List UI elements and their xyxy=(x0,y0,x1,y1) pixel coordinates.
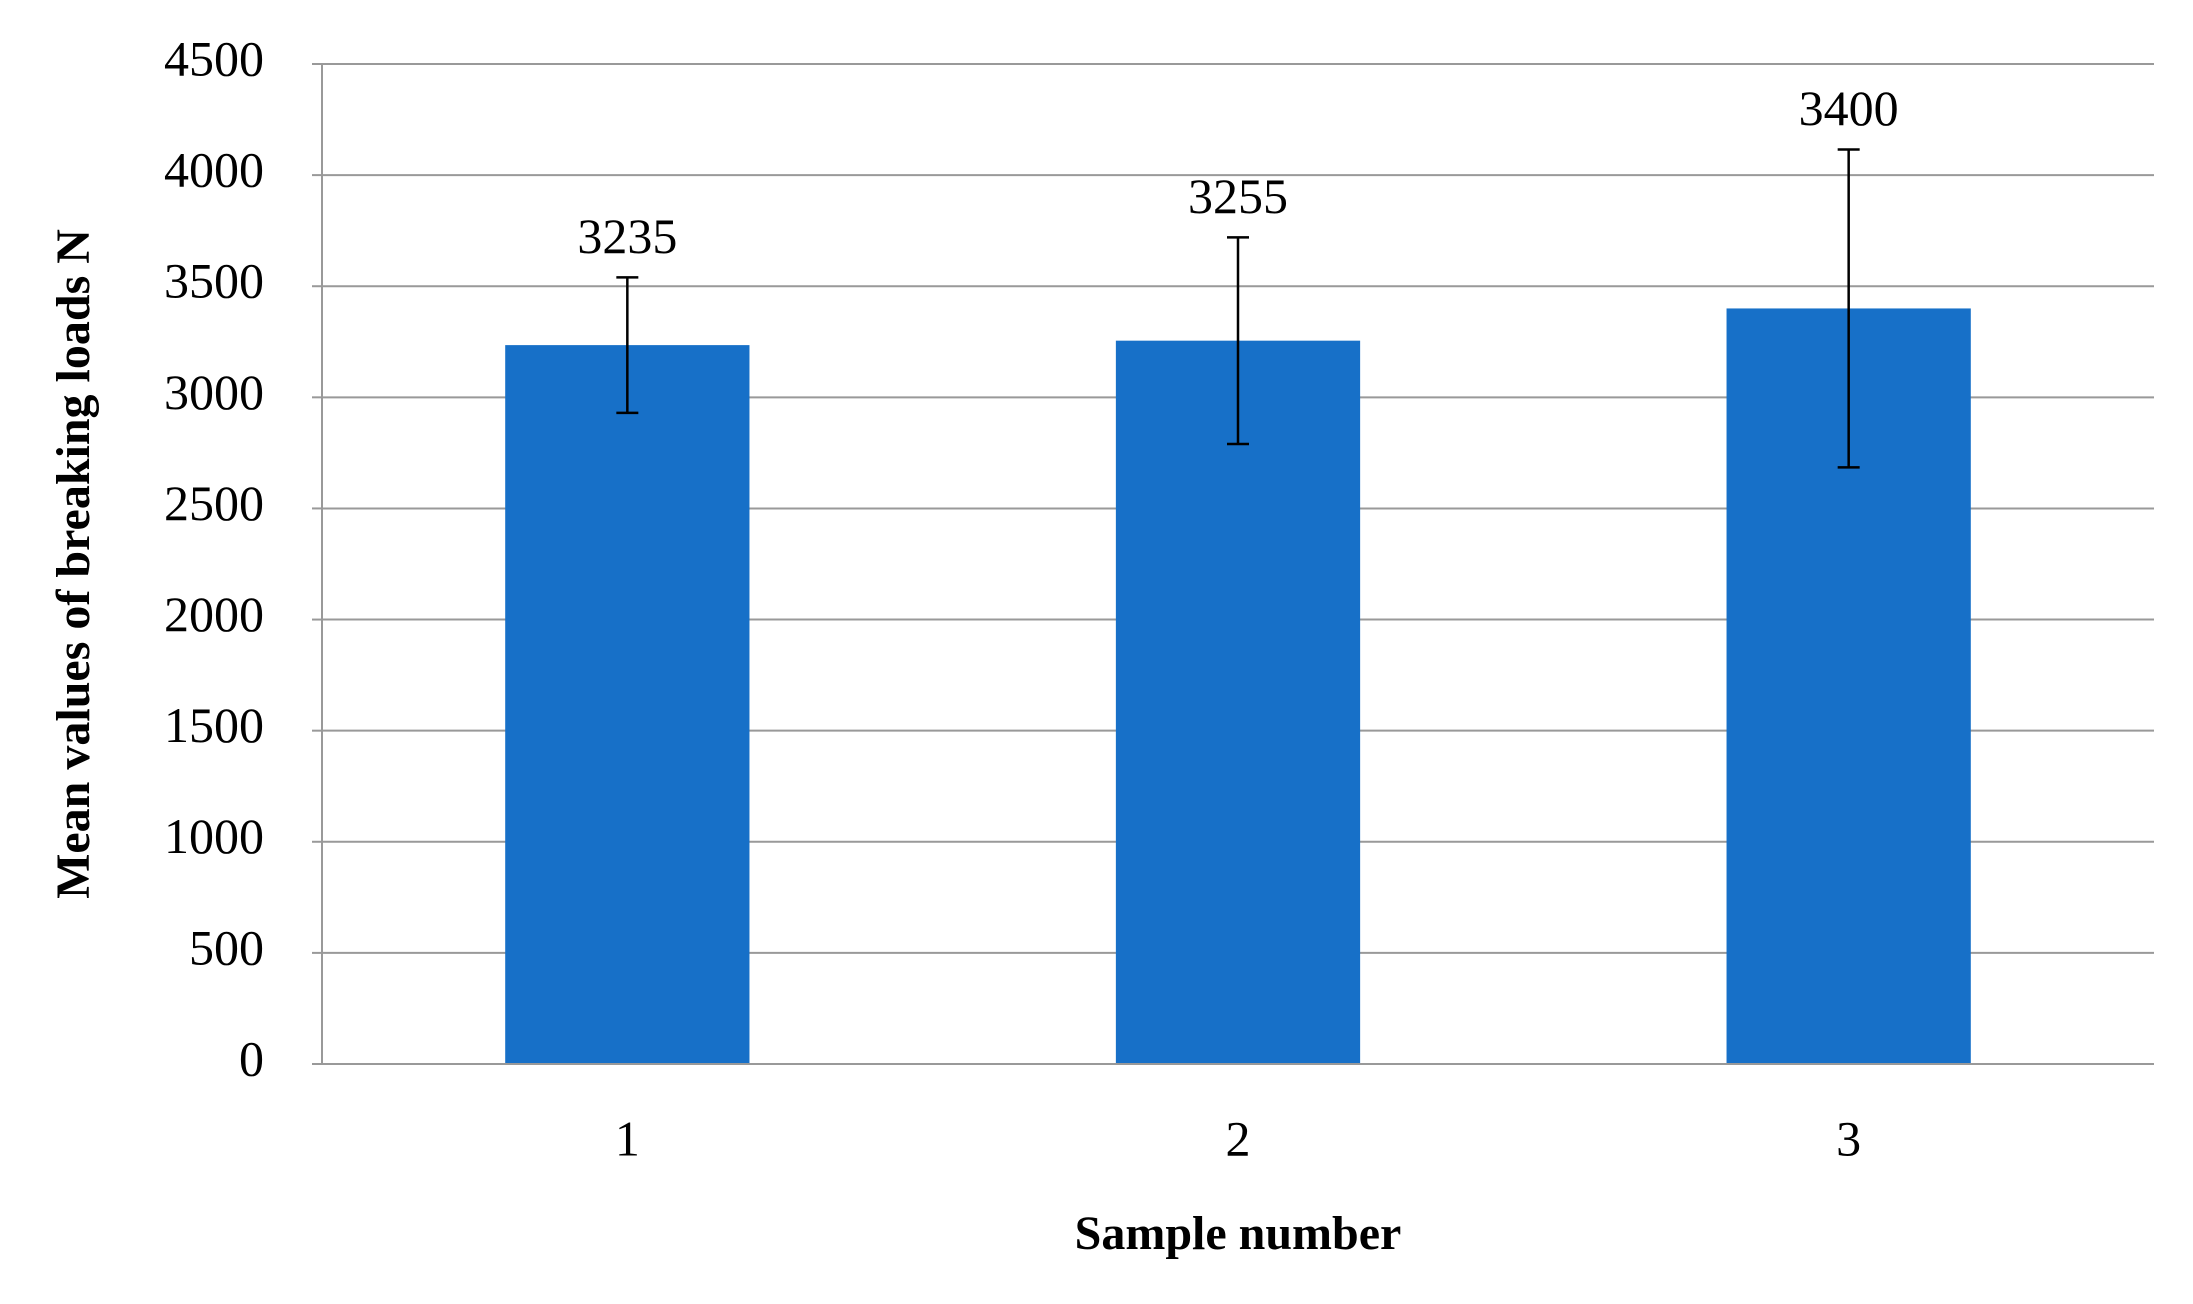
x-tick-label: 3 xyxy=(1836,1110,1861,1166)
y-tick-label: 2500 xyxy=(164,475,264,531)
y-tick-label: 0 xyxy=(239,1030,264,1086)
y-tick-label: 3500 xyxy=(164,253,264,309)
y-tick-label: 4500 xyxy=(164,30,264,86)
x-tick-label: 2 xyxy=(1226,1110,1251,1166)
bar xyxy=(1115,340,1361,1065)
x-axis-title: Sample number xyxy=(1075,1207,1402,1260)
y-tick-label: 500 xyxy=(189,919,264,975)
y-tick-label: 2000 xyxy=(164,586,264,642)
y-tick-label: 1500 xyxy=(164,697,264,753)
data-label: 3400 xyxy=(1799,80,1899,136)
y-axis-title: Mean values of breaking loads N xyxy=(47,229,100,899)
x-tick-label: 1 xyxy=(615,1110,640,1166)
data-label: 3255 xyxy=(1188,168,1288,224)
bar xyxy=(505,345,750,1065)
y-tick-label: 3000 xyxy=(164,364,264,420)
y-tick-label: 1000 xyxy=(164,808,264,864)
y-tick-label: 4000 xyxy=(164,142,264,198)
data-label: 3235 xyxy=(577,208,677,264)
